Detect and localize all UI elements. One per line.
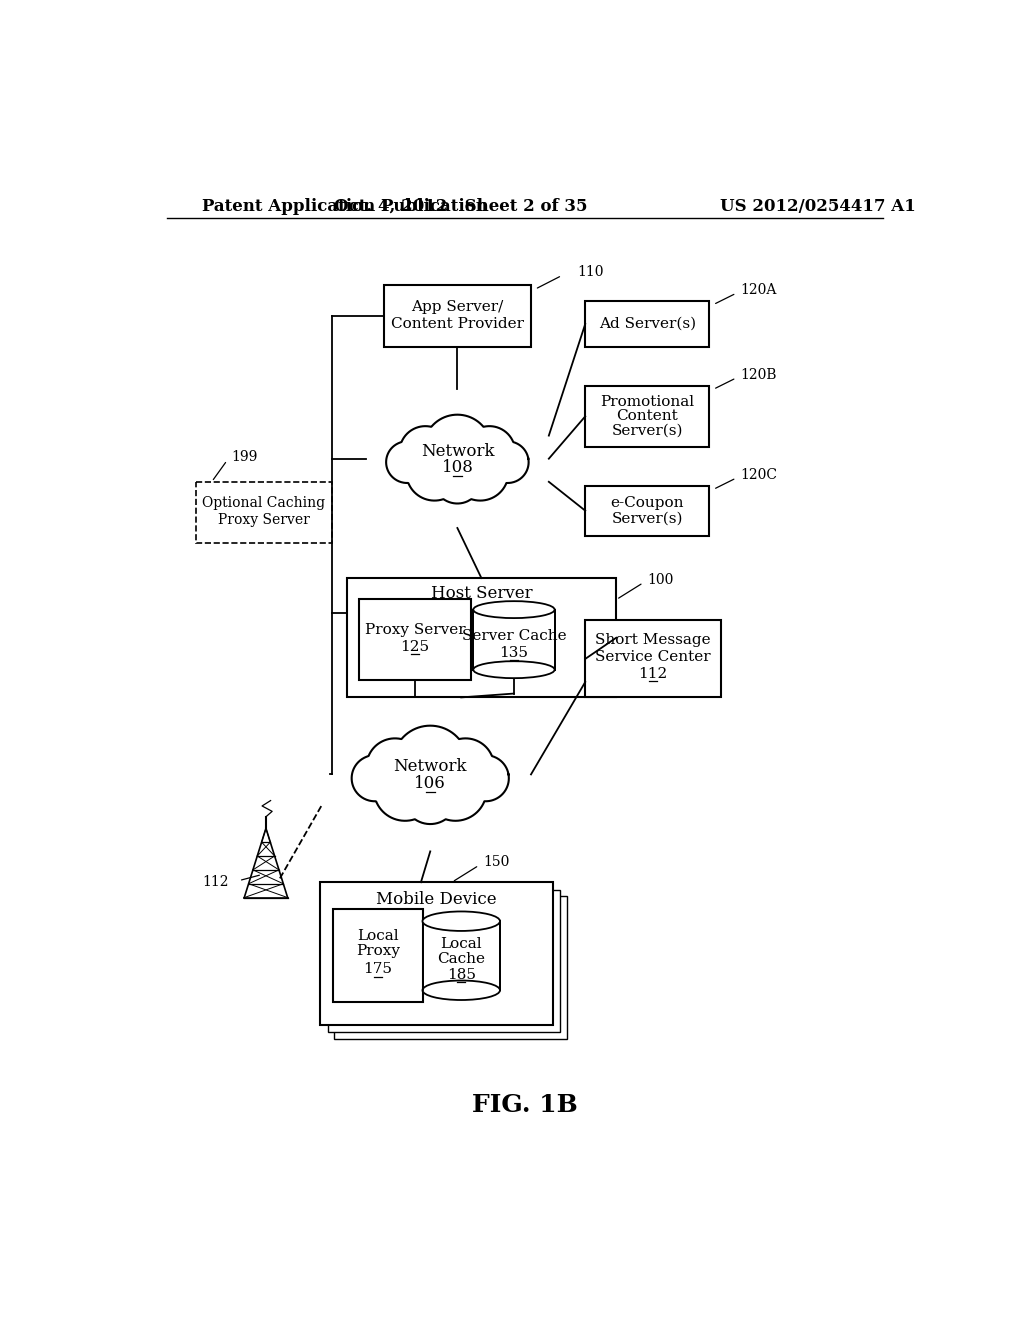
Text: Ad Server(s): Ad Server(s) — [599, 317, 696, 331]
Text: Cache: Cache — [437, 952, 485, 966]
Text: 125: 125 — [400, 640, 430, 653]
Text: 112: 112 — [638, 667, 668, 681]
Bar — [197, 482, 332, 544]
Text: 199: 199 — [231, 450, 257, 465]
Text: Local: Local — [440, 937, 482, 950]
Bar — [321, 882, 553, 1024]
Text: Short Message: Short Message — [595, 632, 711, 647]
Bar — [328, 890, 560, 1032]
Text: App Server/: App Server/ — [412, 300, 504, 314]
Text: Host Server: Host Server — [430, 585, 532, 602]
Ellipse shape — [473, 601, 555, 618]
Text: 135: 135 — [500, 645, 528, 660]
Text: Network: Network — [393, 758, 467, 775]
Text: Server(s): Server(s) — [611, 424, 683, 437]
Bar — [423, 921, 500, 990]
Text: Proxy Server: Proxy Server — [218, 513, 310, 527]
Bar — [334, 909, 423, 1002]
Text: Patent Application Publication: Patent Application Publication — [202, 198, 487, 215]
Text: Content Provider: Content Provider — [391, 317, 524, 331]
Text: 120B: 120B — [740, 368, 777, 381]
Bar — [384, 285, 531, 347]
Text: e-Coupon: e-Coupon — [610, 496, 684, 511]
Bar — [346, 578, 616, 697]
Text: 110: 110 — [578, 265, 604, 280]
Ellipse shape — [423, 981, 500, 1001]
Text: 112: 112 — [203, 875, 228, 890]
Text: 100: 100 — [647, 573, 674, 586]
Polygon shape — [351, 726, 509, 824]
Text: Service Center: Service Center — [595, 649, 711, 664]
Text: Server Cache: Server Cache — [462, 628, 566, 643]
Text: 185: 185 — [446, 968, 476, 982]
Text: 175: 175 — [364, 962, 392, 977]
Text: Proxy: Proxy — [356, 945, 400, 958]
Text: 120C: 120C — [740, 467, 777, 482]
Bar — [586, 486, 710, 536]
Text: 108: 108 — [441, 459, 473, 477]
Text: Mobile Device: Mobile Device — [376, 891, 497, 908]
Text: 106: 106 — [415, 775, 446, 792]
Text: Proxy Server: Proxy Server — [365, 623, 466, 636]
Text: Server(s): Server(s) — [611, 512, 683, 525]
Bar — [586, 301, 710, 347]
Ellipse shape — [423, 911, 500, 931]
Text: US 2012/0254417 A1: US 2012/0254417 A1 — [720, 198, 915, 215]
Text: Oct. 4, 2012   Sheet 2 of 35: Oct. 4, 2012 Sheet 2 of 35 — [335, 198, 588, 215]
Text: Network: Network — [421, 442, 495, 459]
Bar — [586, 620, 721, 697]
Ellipse shape — [473, 661, 555, 678]
Bar — [473, 610, 555, 669]
Bar — [359, 599, 471, 680]
Bar — [334, 896, 566, 1039]
Text: FIG. 1B: FIG. 1B — [472, 1093, 578, 1118]
Text: Local: Local — [357, 929, 398, 942]
Text: Content: Content — [616, 409, 678, 424]
Text: Promotional: Promotional — [600, 396, 694, 409]
Polygon shape — [386, 414, 528, 503]
Bar — [586, 385, 710, 447]
Text: 120A: 120A — [740, 282, 776, 297]
Text: Optional Caching: Optional Caching — [203, 496, 326, 511]
Text: 150: 150 — [483, 855, 509, 869]
